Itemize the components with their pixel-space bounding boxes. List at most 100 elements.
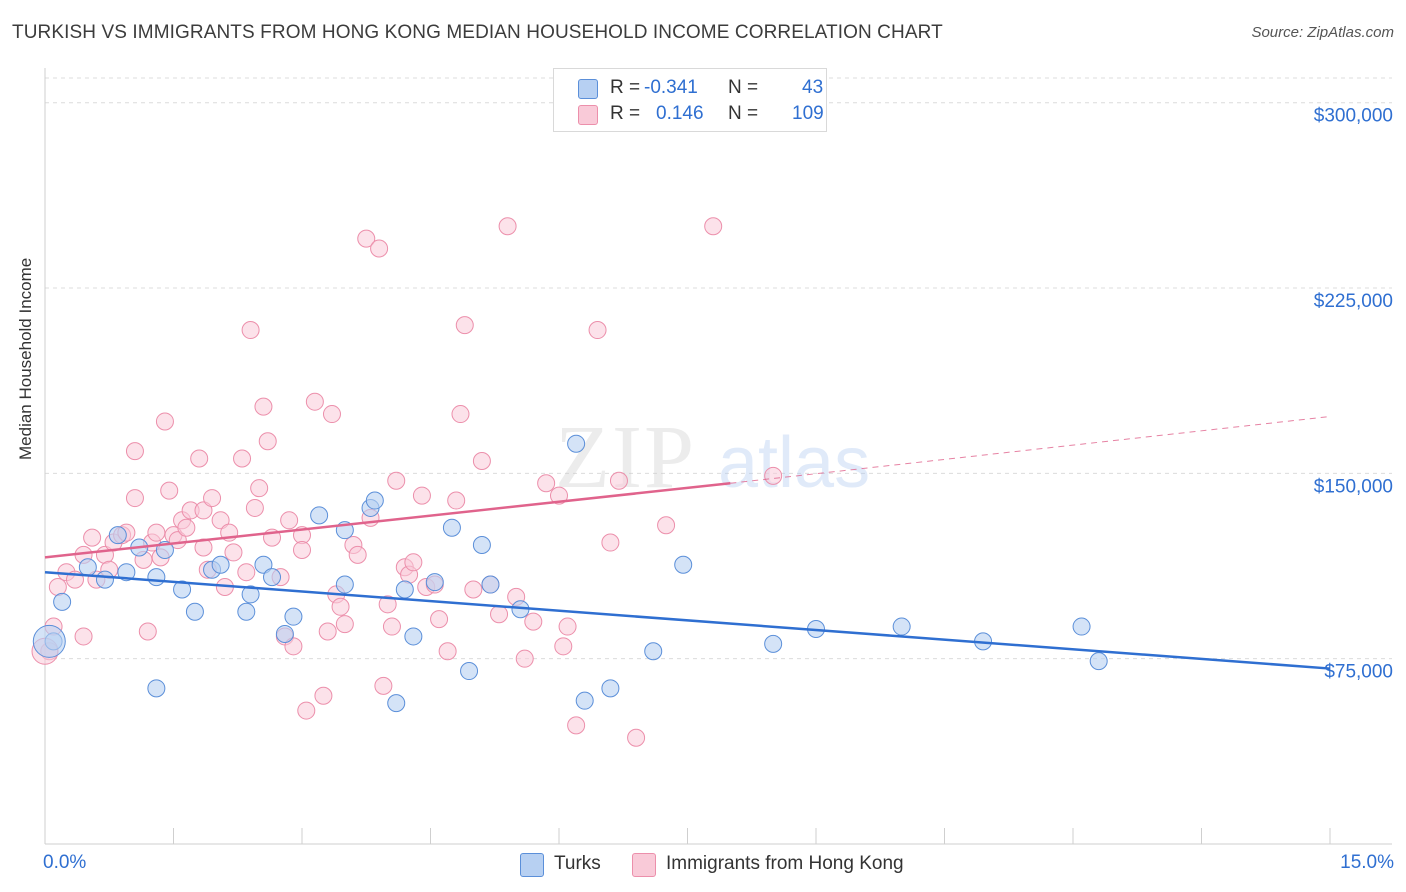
hk-point <box>609 471 628 490</box>
hk-point <box>464 580 483 599</box>
hk-point <box>241 321 260 340</box>
hk-point <box>233 449 252 468</box>
turks-point <box>575 691 594 710</box>
hk-point <box>451 405 470 424</box>
hk-point <box>554 637 573 656</box>
hk-point <box>331 597 350 616</box>
turks-point <box>173 580 192 599</box>
hk-point <box>438 642 457 661</box>
hk-point <box>138 622 157 641</box>
hk-point <box>318 622 337 641</box>
hk-point <box>382 617 401 636</box>
hk-point <box>250 479 269 498</box>
hk-point <box>224 543 243 562</box>
turks-point <box>108 526 127 545</box>
trend-lines <box>44 416 1331 670</box>
hk-point <box>254 397 273 416</box>
hk-point <box>155 412 174 431</box>
hk-point <box>245 498 264 517</box>
hk-point <box>314 686 333 705</box>
hk-point <box>567 716 586 735</box>
turks-point <box>117 563 136 582</box>
watermark: ZIP atlas <box>555 408 870 507</box>
turks-point <box>892 617 911 636</box>
hk-point <box>284 637 303 656</box>
y-tick-label: $225,000 <box>1314 291 1393 312</box>
hk-point <box>297 701 316 720</box>
hk-point <box>83 528 102 547</box>
hk-point <box>490 605 509 624</box>
turks-point <box>335 575 354 594</box>
source-label: Source: ZipAtlas.com <box>1251 24 1394 41</box>
turks-point <box>442 518 461 537</box>
axes <box>44 68 1392 845</box>
watermark-zip: ZIP <box>555 408 696 507</box>
y-axis-label: Median Household Income <box>16 257 35 460</box>
hk-point <box>412 486 431 505</box>
turks-point <box>284 607 303 626</box>
hk-point <box>601 533 620 552</box>
turks-point <box>601 679 620 698</box>
hk-point <box>370 239 389 258</box>
hk-point <box>203 489 222 508</box>
hk-point <box>194 501 213 520</box>
legend-n-label: N = <box>728 77 759 98</box>
hk-point <box>387 471 406 490</box>
turks-point <box>567 434 586 453</box>
bottom-legend-swatch-hk <box>632 853 656 877</box>
legend-row-turks: R = -0.341 N = 43 <box>578 75 823 101</box>
turks-point <box>395 580 414 599</box>
hk-point <box>293 540 311 559</box>
legend-swatch-turks <box>578 79 598 99</box>
turks-point <box>237 602 256 621</box>
watermark-atlas: atlas <box>718 423 870 503</box>
legend-r-label: R = <box>610 103 641 124</box>
hk-point <box>455 316 474 335</box>
y-tick-label: $150,000 <box>1314 476 1393 497</box>
turks-point <box>425 573 444 592</box>
hk-point <box>447 491 466 510</box>
legend-row-hk: R = 0.146 N = 109 <box>578 101 824 127</box>
hk-point <box>378 595 397 614</box>
bottom-legend-label-hk: Immigrants from Hong Kong <box>666 853 904 874</box>
turks-point <box>644 642 663 661</box>
hk-point <box>177 518 196 537</box>
series-turks-points <box>32 434 1108 713</box>
turks-trend-line <box>44 570 1331 670</box>
turks-point <box>1072 617 1091 636</box>
legend-n-value: 109 <box>792 103 824 124</box>
turks-point <box>387 694 406 713</box>
legend-r-value: -0.341 <box>644 77 698 98</box>
hk-point <box>147 523 166 542</box>
hk-point <box>550 486 568 505</box>
legend-box: R = -0.341 N = 43 R = 0.146 N = 109 <box>553 68 827 132</box>
hk-point <box>258 432 277 451</box>
hk-point <box>537 474 556 493</box>
hk-point <box>125 489 144 508</box>
hk-point <box>237 563 256 582</box>
y-tick-label: $75,000 <box>1324 662 1393 683</box>
hk-point <box>498 217 517 236</box>
x-tick-label-max: 15.0% <box>1340 852 1394 873</box>
hk-point <box>374 676 393 695</box>
legend-n-value: 43 <box>802 77 824 98</box>
turks-point <box>404 627 423 646</box>
turks-point <box>241 585 260 604</box>
hk-trend-line <box>44 481 731 559</box>
legend-r-label: R = <box>610 77 641 98</box>
hk-trend-extension <box>730 416 1331 484</box>
turks-point <box>481 575 500 594</box>
hk-point <box>125 442 144 461</box>
hk-point <box>74 627 93 646</box>
legend-swatch-hk <box>578 105 598 125</box>
hk-point <box>704 217 723 236</box>
y-tick-label: $300,000 <box>1314 106 1393 127</box>
hk-point <box>190 449 209 468</box>
x-tick-label-min: 0.0% <box>43 852 87 873</box>
hk-point <box>280 511 299 530</box>
hk-point <box>764 466 783 485</box>
hk-point <box>472 452 491 470</box>
hk-point <box>211 511 230 530</box>
turks-point <box>1089 652 1108 671</box>
turks-point <box>460 662 479 681</box>
